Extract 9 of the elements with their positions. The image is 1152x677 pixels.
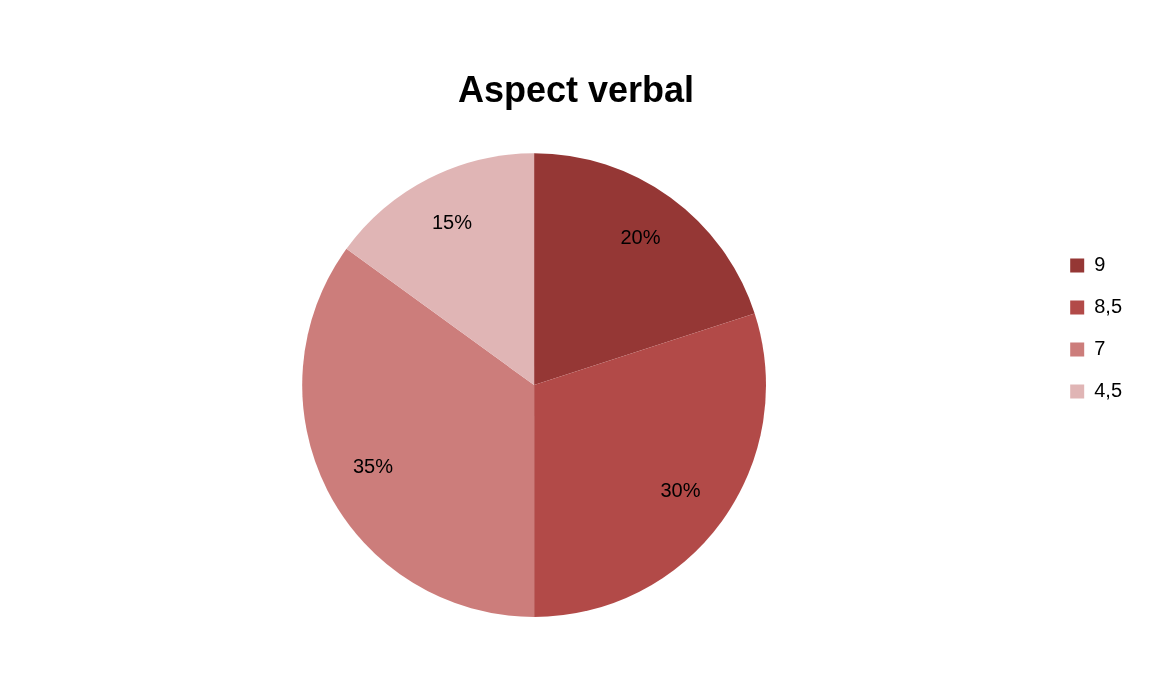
legend-label: 9 [1094, 253, 1106, 276]
legend-label: 4,5 [1094, 379, 1123, 402]
data-label: 20% [620, 226, 661, 249]
data-label: 35% [352, 454, 394, 477]
data-label: 15% [431, 211, 473, 234]
legend-label: 7 [1094, 337, 1106, 360]
legend-label: 8,5 [1094, 295, 1123, 318]
data-label: 30% [660, 478, 701, 501]
chart-title: Aspect verbal [457, 68, 695, 110]
